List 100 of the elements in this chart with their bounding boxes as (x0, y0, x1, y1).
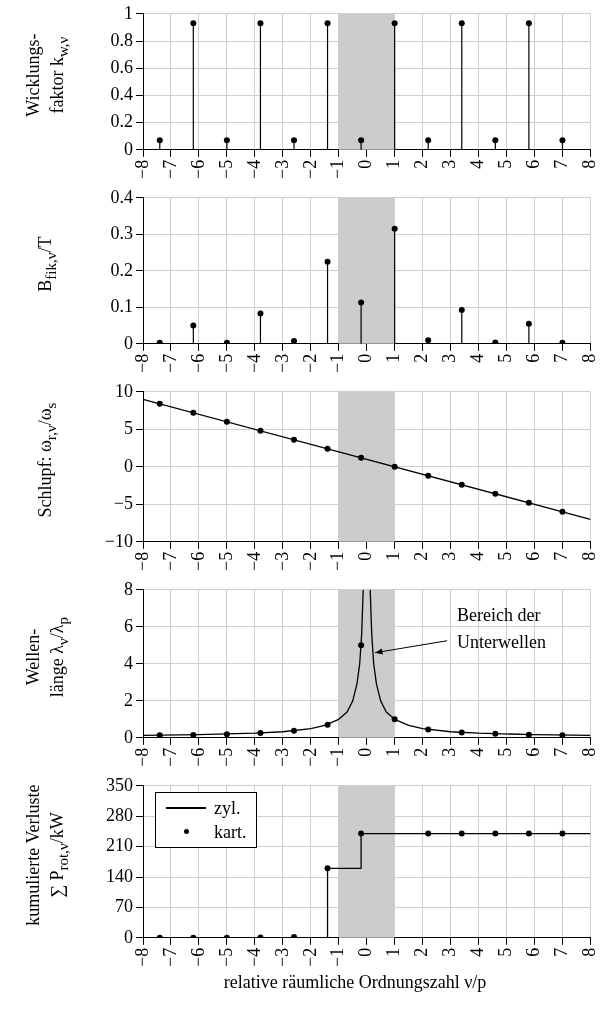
x-tick-label: −2 (299, 551, 320, 571)
x-tick-label: 4 (467, 747, 488, 757)
y-tick-label: 2 (124, 689, 133, 710)
x-tick-label: 2 (411, 159, 432, 169)
point (358, 299, 365, 306)
x-tick-label: 1 (383, 747, 404, 757)
x-tick-label: −7 (159, 159, 180, 179)
x-tick-label: 5 (495, 551, 516, 561)
x-tick-label: 3 (439, 159, 460, 169)
x-tick-label: −2 (299, 353, 320, 373)
x-tick-label: −3 (271, 947, 292, 967)
x-tick-label: 0 (355, 551, 376, 561)
x-tick-label: −3 (271, 747, 292, 767)
x-tick-label: −4 (243, 747, 264, 767)
x-tick-label: 7 (551, 159, 572, 169)
y-tick-label: 0.4 (110, 84, 133, 105)
x-tick-label: 8 (579, 159, 600, 169)
x-tick-label: 8 (579, 551, 600, 561)
x-tick-label: −1 (327, 947, 348, 967)
x-tick-label: 7 (551, 353, 572, 363)
x-tick-label: −6 (187, 159, 208, 179)
x-axis-title: relative räumliche Ordnungszahl ν/p (222, 972, 488, 994)
x-tick-label: −3 (271, 159, 292, 179)
x-tick-label: −5 (215, 353, 236, 373)
x-tick-label: 0 (355, 947, 376, 957)
x-tick-label: 3 (439, 747, 460, 757)
x-tick-label: 6 (523, 747, 544, 757)
x-tick-label: −8 (131, 551, 152, 571)
x-tick-label: 7 (551, 747, 572, 757)
x-tick-label: 8 (579, 353, 600, 363)
x-tick-label: 4 (467, 551, 488, 561)
y-tick-label: 8 (124, 578, 133, 599)
y-tick-label: 0 (124, 455, 133, 476)
y-tick-label: 0.4 (110, 186, 133, 207)
x-tick-label: −4 (243, 947, 264, 967)
x-tick-label: −1 (327, 159, 348, 179)
x-tick-label: 2 (411, 947, 432, 957)
x-tick-label: 5 (495, 747, 516, 757)
y-tick-label: 210 (106, 835, 133, 856)
x-tick-label: −1 (327, 551, 348, 571)
x-tick-label: −4 (243, 159, 264, 179)
x-tick-label: −7 (159, 551, 180, 571)
x-tick-label: −5 (215, 947, 236, 967)
x-tick-label: 8 (579, 947, 600, 957)
x-tick-label: 2 (411, 353, 432, 363)
x-tick-label: −2 (299, 159, 320, 179)
x-tick-label: −8 (131, 947, 152, 967)
x-tick-label: 6 (523, 159, 544, 169)
x-tick-label: −8 (131, 159, 152, 179)
y-tick-label: 0.2 (110, 111, 133, 132)
legend-label: zyl. (214, 796, 241, 820)
y-tick-label: 0.1 (110, 296, 133, 317)
x-tick-label: −2 (299, 747, 320, 767)
y-tick-label: 10 (115, 380, 133, 401)
x-tick-label: −3 (271, 353, 292, 373)
point (257, 310, 264, 317)
y-tick-label: 0.2 (110, 259, 133, 280)
y-tick-label: 6 (124, 615, 133, 636)
y-tick-label: 1 (124, 2, 133, 23)
x-tick-label: 8 (579, 747, 600, 757)
x-tick-label: 4 (467, 353, 488, 363)
y-tick-label: 0.3 (110, 223, 133, 244)
x-tick-label: 4 (467, 947, 488, 957)
point (324, 258, 331, 265)
point (458, 306, 465, 313)
x-tick-label: 7 (551, 551, 572, 561)
x-tick-label: 3 (439, 551, 460, 561)
x-tick-label: 4 (467, 159, 488, 169)
x-tick-label: 2 (411, 551, 432, 561)
x-tick-label: −6 (187, 353, 208, 373)
x-tick-label: 1 (383, 159, 404, 169)
x-tick-label: 1 (383, 947, 404, 957)
y-tick-label: 5 (124, 418, 133, 439)
y-tick-label: 350 (106, 774, 133, 795)
y-tick-label: 140 (106, 865, 133, 886)
x-tick-label: −7 (159, 747, 180, 767)
legend-label: kart. (214, 820, 247, 844)
x-tick-label: 6 (523, 947, 544, 957)
y-tick-label: 4 (124, 652, 133, 673)
x-tick-label: 0 (355, 353, 376, 363)
x-tick-label: 0 (355, 159, 376, 169)
y-tick-label: 0.6 (110, 56, 133, 77)
x-tick-label: 6 (523, 551, 544, 561)
x-tick-label: 7 (551, 947, 572, 957)
x-tick-label: −1 (327, 353, 348, 373)
x-tick-label: 3 (439, 947, 460, 957)
x-tick-label: −1 (327, 747, 348, 767)
y-tick-label: 280 (106, 804, 133, 825)
x-tick-label: 0 (355, 747, 376, 757)
x-tick-label: −6 (187, 747, 208, 767)
x-tick-label: −4 (243, 353, 264, 373)
point (291, 727, 297, 734)
x-tick-label: −3 (271, 551, 292, 571)
x-tick-label: 5 (495, 947, 516, 957)
x-tick-label: −5 (215, 747, 236, 767)
x-tick-label: −6 (187, 551, 208, 571)
x-tick-label: 6 (523, 353, 544, 363)
x-tick-label: 1 (383, 353, 404, 363)
y-tick-label: −10 (104, 530, 133, 551)
annotation: Bereich der Unterwellen (457, 605, 547, 653)
